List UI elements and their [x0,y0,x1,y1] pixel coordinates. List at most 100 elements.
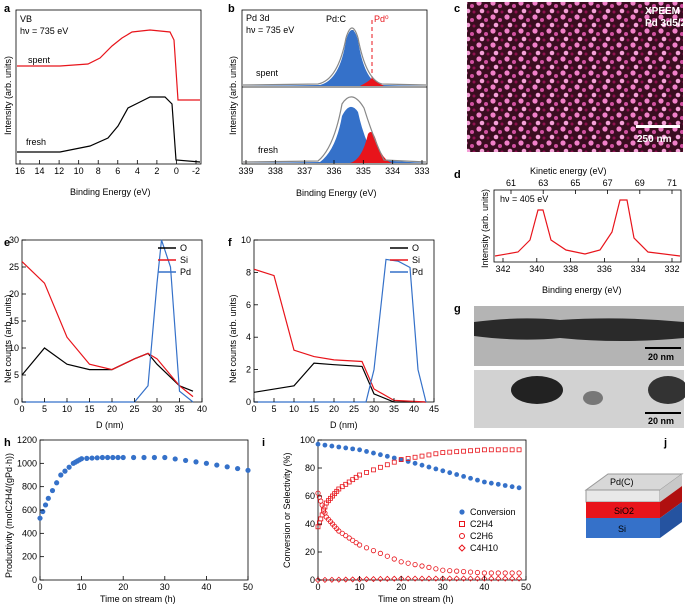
i-point-c4h10 [314,576,322,584]
e-x-tick-label: 15 [84,404,94,414]
d-top-tick-label: 71 [667,178,677,188]
h-point [45,495,51,501]
e-x-tick-label: 25 [129,404,139,414]
f-y-tick-label: 8 [246,267,251,277]
b-peak-pd0: Pd⁰ [374,14,389,24]
e-x-tick-label: 40 [197,404,207,414]
f-x-ticks: 0 5 10 15 20 25 30 35 40 45 [251,398,439,414]
g-scalebar-2 [645,412,681,414]
i-legend-label: C2H6 [470,531,493,541]
h-xlabel: Time on stream (h) [100,594,176,604]
b-spent-label: spent [256,68,279,78]
f-y-tick-label: 6 [246,300,251,310]
i-point-c2h6 [377,550,383,557]
j-layer-pd: Pd(C) [610,477,634,487]
i-point-c2h6 [398,559,404,565]
a-frame [15,9,202,165]
i-y-tick-label: 100 [300,435,315,445]
a-x-tick-label: 2 [154,166,159,176]
i-point-c2h6 [336,528,342,534]
i-point-conversion [315,441,321,447]
i-point-c2h6 [426,564,432,571]
i-point-c4h10 [516,575,523,582]
i-point-c2h4 [391,459,397,465]
g-film-layer [474,318,684,341]
g-particle-1 [511,376,563,404]
i-point-c4h10 [349,576,356,583]
i-frame [317,439,527,581]
d-x-ticks: 342 340 338 336 334 332 [495,258,680,274]
h-y-tick-label: 1000 [17,458,37,468]
b-peak-pdc: Pd:C [326,14,347,24]
h-point [115,454,121,461]
h-point [42,502,49,508]
i-point-c4h10 [439,575,446,582]
i-point-c2h4 [516,447,522,453]
i-point-c2h4 [447,449,453,455]
i-point-c4h10 [328,576,335,583]
i-point-conversion [502,483,508,488]
f-line-o [253,362,426,403]
i-x-ticks: 0 10 20 30 40 50 [315,576,531,592]
i-legend-label: Conversion [470,507,516,517]
i-point-c4h10 [488,575,495,582]
e-line-si [21,261,194,398]
i-point-c2h6 [405,560,411,566]
j-si-layer [586,518,660,538]
h-point [37,515,43,521]
i-point-c2h4 [412,454,418,460]
d-x-tick-label: 334 [631,264,646,274]
i-legend-swatch [458,544,466,552]
e-y-tick-label: 5 [14,370,19,380]
f-legend-label: O [412,243,419,253]
i-point-c2h4 [454,449,460,455]
i-point-c4h10 [481,575,488,582]
a-spent-line [17,29,200,101]
e-x-tick-label: 30 [152,404,162,414]
h-point [58,472,64,478]
i-point-c2h6 [370,547,377,554]
f-xlabel: D (nm) [330,420,358,430]
d-x-tick-label: 336 [597,264,612,274]
a-x-ticks: 16 14 12 10 8 6 4 2 0 -2 [15,160,200,176]
i-point-c2h4 [440,450,446,456]
i-x-tick-label: 40 [479,582,489,592]
i-point-c2h4 [377,464,383,470]
panel-label-h: h [4,437,11,449]
i-x-tick-label: 50 [521,582,531,592]
h-point [66,464,72,470]
d-x-tick-label: 342 [495,264,510,274]
f-legend-label: Pd [412,267,423,277]
e-y-tick-label: 15 [9,316,19,326]
i-x-tick-label: 10 [355,582,365,592]
i-x-tick-label: 30 [438,582,448,592]
d-top-ticks: 61 63 65 67 69 71 [506,178,677,194]
f-frame [253,239,435,403]
g-scalebar-2-label: 20 nm [648,416,674,426]
h-point [203,460,209,466]
h-x-tick-label: 0 [37,582,42,592]
h-point [94,455,100,461]
i-point-conversion [357,447,362,453]
h-x-ticks: 0 10 20 30 40 50 [37,576,253,592]
i-point-c4h10 [321,576,328,583]
panel-label-j: j [663,437,667,449]
i-point-c2h4 [468,448,473,454]
h-y-tick-label: 1200 [17,435,37,445]
f-series [253,258,427,403]
g-scalebar-1 [645,347,681,349]
i-point-c4h10 [398,575,405,582]
f-line-si [253,268,427,403]
b-x-ticks: 339 338 337 336 335 334 333 [238,160,430,176]
i-point-conversion [433,466,439,472]
a-x-tick-label: 12 [54,166,64,176]
i-point-c2h4 [384,462,390,468]
i-point-c4h10 [342,576,349,583]
f-line-pd [254,258,427,403]
h-x-tick-label: 40 [201,582,211,592]
i-point-c2h6 [412,561,418,568]
i-point-c4h10 [425,575,432,582]
i-x-tick-label: 0 [315,582,320,592]
g-particle-3 [648,376,685,404]
